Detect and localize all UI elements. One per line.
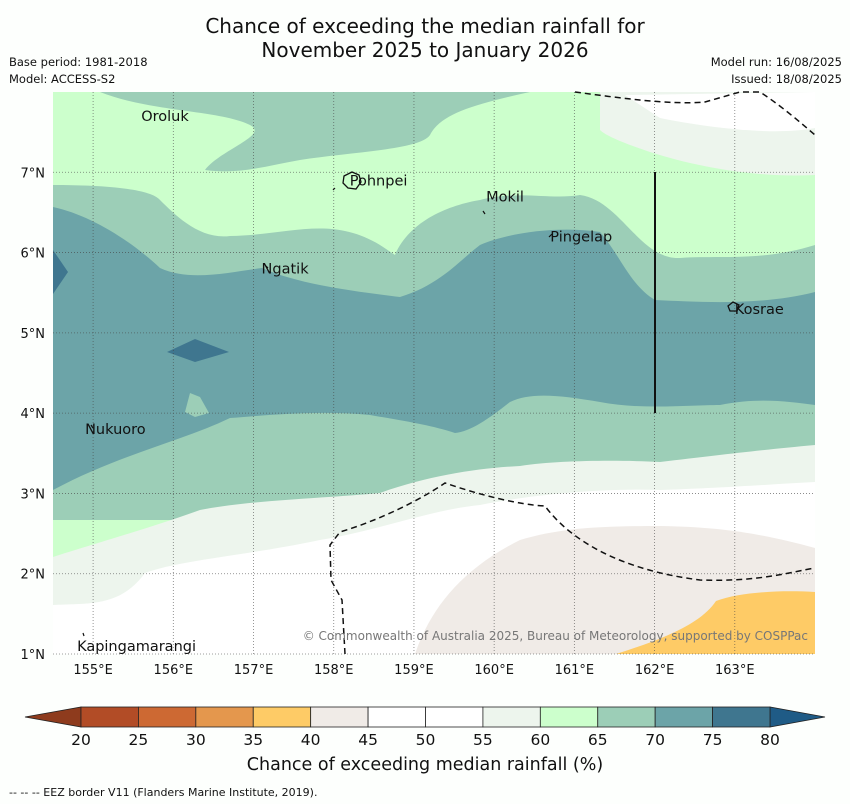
place-label: Pohnpei — [350, 173, 408, 189]
colorbar-under-arrow — [24, 706, 82, 728]
kosrae-island — [727, 301, 740, 312]
lat-tick-label: 4°N — [21, 407, 46, 422]
pohnpei-island — [342, 171, 362, 190]
place-label: Oroluk — [141, 109, 189, 125]
colorbar-tick-label: 55 — [473, 731, 493, 749]
lon-tick-label: 155°E — [73, 663, 113, 678]
colorbar: 20 25 30 35 40 45 50 55 60 65 70 75 80 — [24, 706, 826, 749]
longitude-ticks: 155°E 156°E 157°E 158°E 159°E 160°E 161°E 162°E… — [73, 663, 754, 678]
colorbar-tick-label: 35 — [243, 731, 263, 749]
colorbar-swatch — [80, 706, 139, 728]
place-label: Mokil — [486, 189, 524, 205]
lon-tick-label: 157°E — [234, 663, 274, 678]
colorbar-tick-label: 80 — [760, 731, 780, 749]
place-labels: Oroluk Pohnpei Mokil Pingelap Ngatik Kosrae Nu… — [77, 109, 784, 655]
base-period: Base period: 1981-2018 — [9, 55, 148, 69]
colorbar-tick-label: 60 — [530, 731, 550, 749]
atoll-marks — [82, 112, 553, 637]
lat-tick-label: 7°N — [21, 166, 46, 181]
colorbar-tick-label: 50 — [416, 731, 436, 749]
colorbar-tick-label: 75 — [703, 731, 723, 749]
colorbar-tick-label: 25 — [129, 731, 149, 749]
colorbar-swatch — [597, 706, 656, 728]
band-70-75 — [53, 207, 815, 490]
graticule — [53, 92, 815, 655]
place-label: Nukuoro — [85, 422, 146, 438]
colorbar-swatch — [195, 706, 254, 728]
place-label: Kosrae — [735, 302, 784, 318]
band-65-70-patch — [185, 393, 209, 417]
lon-tick-label: 161°E — [555, 663, 595, 678]
colorbar-swatch — [252, 706, 312, 728]
place-label: Kapingamarangi — [77, 639, 196, 655]
colorbar-swatch — [654, 706, 713, 728]
latitude-ticks: 1°N 2°N 3°N 4°N 5°N 6°N 7°N — [21, 166, 46, 663]
colorbar-tick-label: 70 — [645, 731, 665, 749]
colorbar-swatch — [425, 706, 484, 728]
eez-border — [329, 91, 816, 655]
lon-tick-label: 163°E — [715, 663, 755, 678]
lat-tick-label: 5°N — [21, 327, 46, 342]
lon-tick-label: 159°E — [394, 663, 434, 678]
colorbar-swatch — [539, 706, 599, 728]
lon-tick-label: 160°E — [474, 663, 514, 678]
lat-tick-label: 1°N — [21, 648, 46, 663]
contour-fill-layer — [53, 92, 815, 654]
colorbar-swatch — [482, 706, 541, 728]
map-title: Chance of exceeding the median rainfall … — [0, 14, 850, 62]
colorbar-tick-label: 20 — [71, 731, 91, 749]
lon-tick-label: 162°E — [635, 663, 675, 678]
model-run: Model run: 16/08/2025 — [710, 55, 842, 69]
model-name: Model: ACCESS-S2 — [9, 72, 116, 86]
colorbar-swatch — [367, 706, 426, 728]
colorbar-swatch — [712, 706, 771, 728]
meta-left: Base period: 1981-2018 Model: ACCESS-S2 — [9, 54, 148, 88]
copyright-credit: © Commonwealth of Australia 2025, Bureau… — [303, 629, 808, 643]
title-line-1: Chance of exceeding the median rainfall … — [205, 14, 645, 38]
colorbar-tick-label: 45 — [358, 731, 378, 749]
lat-tick-label: 3°N — [21, 487, 46, 502]
band-75-80-west — [53, 250, 68, 294]
colorbar-swatch — [310, 706, 369, 728]
lon-tick-label: 156°E — [154, 663, 194, 678]
colorbar-tick-label: 30 — [186, 731, 206, 749]
band-65-70-upper — [100, 92, 530, 172]
lat-tick-label: 2°N — [21, 568, 46, 583]
place-label: Pingelap — [550, 230, 612, 246]
colorbar-label: Chance of exceeding median rainfall (%) — [246, 755, 604, 775]
band-35-40 — [616, 591, 815, 654]
band-45-55-ne — [625, 92, 815, 132]
lat-tick-label: 6°N — [21, 247, 46, 262]
meta-right: Model run: 16/08/2025 Issued: 18/08/2025 — [711, 54, 842, 88]
lon-tick-label: 158°E — [314, 663, 354, 678]
colorbar-swatch — [138, 706, 197, 728]
colorbar-tick-label: 40 — [301, 731, 321, 749]
issued-date: Issued: 18/08/2025 — [731, 72, 842, 86]
colorbar-tick-label: 65 — [588, 731, 608, 749]
title-line-2: November 2025 to January 2026 — [261, 38, 589, 62]
eez-footnote: -- -- -- EEZ border V11 (Flanders Marine… — [9, 786, 318, 799]
band-75-80-center — [167, 339, 229, 362]
colorbar-over-arrow — [769, 706, 826, 728]
place-label: Ngatik — [262, 262, 310, 278]
